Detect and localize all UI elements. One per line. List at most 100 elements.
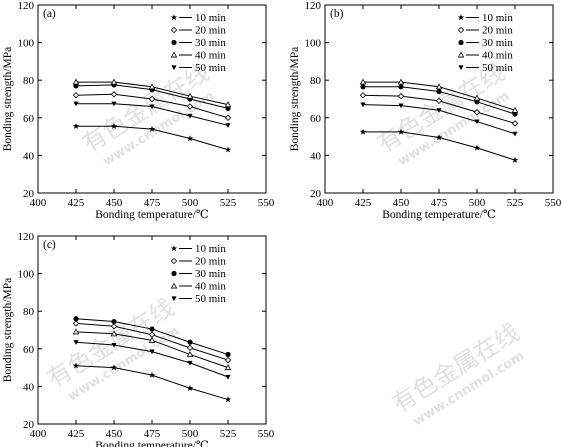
data-point-circle [73, 316, 79, 322]
data-point-triangle-up [186, 92, 194, 99]
data-point-triangle-up [148, 336, 156, 343]
legend-marker-star [170, 14, 178, 21]
data-point-triangle-down [187, 113, 193, 119]
data-point-triangle-up [511, 106, 519, 113]
data-point-diamond [110, 91, 118, 98]
data-point-triangle-up [224, 364, 232, 371]
legend-marker-triangle-down [171, 296, 177, 302]
y-tick-label: 100 [18, 269, 35, 281]
data-point-triangle-down [225, 123, 231, 128]
data-point-star [186, 135, 194, 142]
legend-marker-star [457, 14, 465, 21]
data-point-diamond [473, 108, 481, 116]
data-point-circle [398, 84, 404, 90]
legend-label: 10 min [195, 12, 226, 24]
series-40-min [72, 78, 232, 108]
legend-item: 20 min [170, 256, 226, 268]
series-10-min [72, 122, 232, 153]
y-tick-label: 120 [305, 0, 322, 12]
series-10-min [359, 128, 519, 163]
series-50-min [360, 102, 518, 137]
y-tick-label: 20 [23, 419, 35, 431]
data-point-star [511, 156, 519, 163]
x-tick-label: 450 [106, 428, 123, 440]
x-tick-label: 475 [144, 197, 161, 209]
legend-label: 10 min [195, 243, 226, 255]
y-tick-label: 40 [23, 150, 35, 162]
data-point-triangle-up [224, 101, 232, 108]
data-point-triangle-up [110, 330, 118, 337]
data-point-circle [225, 351, 231, 358]
data-point-diamond [224, 356, 232, 364]
data-point-star [148, 371, 156, 378]
x-axis-label: Bonding temperature/℃ [382, 209, 496, 221]
data-point-diamond [148, 95, 156, 103]
x-tick-label: 450 [393, 197, 410, 209]
data-point-star [473, 144, 481, 151]
data-point-triangle-up [397, 78, 405, 85]
series-30-min [73, 316, 231, 358]
chart-panel-a: 400 425 450 475 500 525 550 20 40 60 80 100 120 (a) Bo… [2, 0, 275, 221]
data-point-diamond [72, 320, 80, 327]
data-point-star [397, 128, 405, 135]
y-axis-label: Bonding strength/MPa [289, 47, 301, 151]
data-point-star [72, 122, 80, 129]
legend-item: 40 min [170, 50, 226, 62]
legend-label: 20 min [195, 25, 226, 37]
legend-label: 40 min [195, 50, 226, 62]
y-tick-label: 60 [23, 113, 35, 125]
series-20-min [359, 92, 519, 127]
y-tick-label: 120 [18, 231, 35, 243]
data-point-diamond [435, 97, 443, 105]
data-point-star [359, 128, 367, 135]
legend-label: 50 min [482, 62, 513, 74]
x-tick-label: 475 [431, 197, 448, 209]
legend-item: 50 min [171, 293, 226, 305]
legend-marker-diamond [457, 26, 465, 34]
x-tick-label: 450 [106, 197, 123, 209]
legend-label: 20 min [195, 256, 226, 268]
data-point-star [186, 384, 194, 391]
x-tick-label: 525 [220, 428, 237, 440]
panel-label: (c) [43, 239, 56, 251]
legend-item: 30 min [171, 268, 226, 280]
data-point-star [110, 364, 118, 371]
data-point-triangle-down [111, 101, 117, 107]
series-20-min [72, 320, 232, 364]
y-tick-label: 60 [310, 113, 322, 125]
data-point-star [435, 134, 443, 141]
legend-item: 30 min [171, 37, 226, 49]
data-point-diamond [359, 92, 367, 99]
data-point-triangle-up [72, 328, 80, 335]
data-point-diamond [511, 120, 519, 127]
data-point-diamond [72, 92, 80, 99]
x-tick-label: 550 [258, 197, 275, 209]
legend-item: 10 min [170, 243, 226, 255]
x-tick-label: 425 [355, 197, 372, 209]
data-point-star [72, 362, 80, 369]
legend-label: 30 min [195, 268, 226, 280]
legend-marker-circle [458, 39, 464, 46]
data-point-triangle-up [186, 351, 194, 357]
x-tick-label: 550 [545, 197, 562, 209]
panel-label: (b) [330, 8, 344, 20]
legend-marker-diamond [170, 257, 178, 265]
y-tick-label: 60 [23, 344, 35, 356]
data-point-triangle-down [474, 119, 480, 125]
legend-label: 10 min [482, 12, 513, 24]
y-tick-label: 80 [23, 75, 35, 87]
data-point-circle [187, 339, 193, 345]
series-30-min [360, 84, 518, 117]
y-tick-label: 40 [23, 381, 35, 393]
data-point-triangle-down [73, 340, 79, 345]
data-point-triangle-down [512, 131, 518, 137]
legend-label: 40 min [482, 50, 513, 62]
legend-item: 20 min [457, 25, 513, 37]
legend-item: 50 min [171, 62, 226, 74]
x-tick-label: 400 [317, 197, 334, 209]
legend-marker-circle [171, 270, 177, 277]
data-point-star [224, 396, 232, 403]
